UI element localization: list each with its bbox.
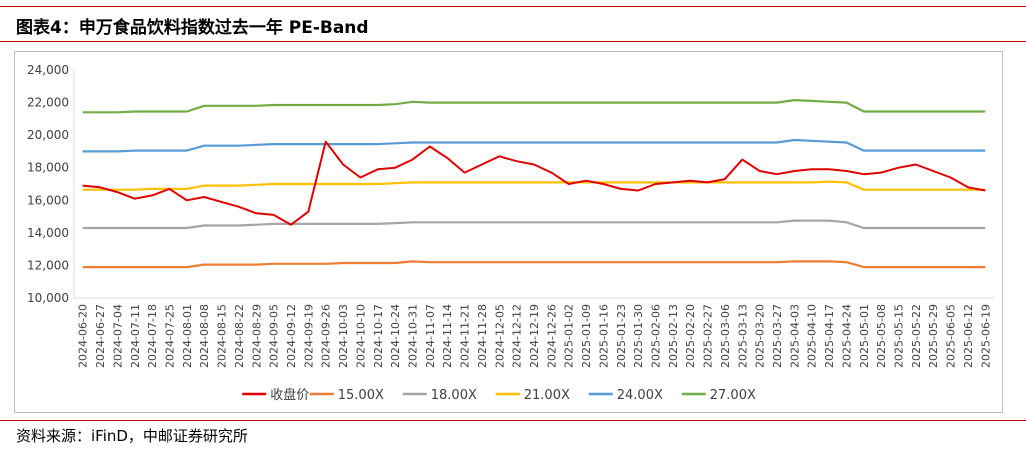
top-rule (0, 6, 1026, 7)
x-tick-label: 2024-10-17 (372, 304, 385, 368)
x-tick-label: 2024-08-29 (250, 304, 263, 368)
legend-label: 18.00X (431, 388, 477, 403)
x-tick-label: 2024-08-22 (233, 304, 246, 368)
x-tick-label: 2025-02-13 (667, 304, 680, 368)
x-tick-label: 2025-06-19 (979, 304, 992, 368)
x-tick-label: 2025-01-30 (632, 304, 645, 368)
x-tick-label: 2025-02-06 (650, 304, 663, 368)
legend-label: 15.00X (338, 388, 384, 403)
x-tick-label: 2024-11-28 (476, 304, 489, 368)
x-tick-label: 2025-04-10 (806, 304, 819, 368)
page-title: 图表4：申万食品饮料指数过去一年 PE-Band (16, 18, 369, 38)
x-tick-label: 2025-03-06 (719, 304, 732, 368)
x-tick-label: 2025-04-24 (840, 304, 853, 368)
x-tick-label: 2024-11-07 (424, 304, 437, 368)
title-bar: 图表4：申万食品饮料指数过去一年 PE-Band (0, 0, 1026, 40)
y-tick-label: 20,000 (27, 128, 69, 142)
x-tick-label: 2024-09-26 (320, 304, 333, 368)
series-line-15.00X (82, 260, 986, 269)
x-tick-label: 2024-08-01 (181, 304, 194, 368)
series-line-收盘价 (82, 140, 986, 226)
x-tick-label: 2024-10-10 (354, 304, 367, 368)
x-tick-label: 2024-07-11 (129, 304, 142, 368)
x-tick-label: 2025-04-03 (788, 304, 801, 368)
y-tick-label: 22,000 (27, 96, 69, 110)
x-tick-label: 2025-05-22 (910, 304, 923, 368)
pe-band-chart: 10,000 12,000 14,000 16,000 18,000 20,000 22,0… (27, 63, 994, 403)
x-tick-label: 2025-02-20 (684, 304, 697, 368)
legend-label: 收盘价 (270, 387, 309, 403)
legend-label: 27.00X (710, 388, 756, 403)
y-tick-label: 10,000 (27, 291, 69, 305)
title-rule (0, 41, 1026, 42)
series-line-24.00X (82, 138, 986, 153)
y-tick-label: 12,000 (27, 258, 69, 272)
x-tick-label: 2024-06-27 (94, 304, 107, 368)
series-line-18.00X (82, 219, 986, 230)
source-note: 资料来源：iFinD，中邮证券研究所 (16, 427, 248, 445)
y-tick-label: 16,000 (27, 193, 69, 207)
legend-label: 24.00X (617, 388, 663, 403)
x-tick-label: 2025-02-27 (702, 304, 715, 368)
x-tick-label: 2025-03-13 (736, 304, 749, 368)
y-tick-label: 14,000 (27, 226, 69, 240)
x-tick-label: 2025-04-17 (823, 304, 836, 368)
x-tick-label: 2025-05-15 (893, 304, 906, 368)
x-tick-label: 2024-09-19 (302, 304, 315, 368)
y-tick-label: 18,000 (27, 161, 69, 175)
x-tick-label: 2024-12-12 (511, 304, 524, 368)
chart-frame: 10,000 12,000 14,000 16,000 18,000 20,000 22,0… (14, 51, 1003, 413)
x-tick-label: 2024-10-24 (389, 304, 402, 368)
x-tick-label: 2025-05-08 (875, 304, 888, 368)
x-tick-label: 2024-12-19 (528, 304, 541, 368)
x-tick-label: 2025-01-23 (615, 304, 628, 368)
y-tick-label: 24,000 (27, 63, 69, 77)
x-tick-label: 2025-03-20 (754, 304, 767, 368)
series-line-27.00X (82, 98, 986, 114)
x-tick-label: 2025-01-02 (563, 304, 576, 368)
x-tick-label: 2024-07-18 (146, 304, 159, 368)
x-tick-label: 2024-11-21 (459, 304, 472, 368)
legend-label: 21.00X (524, 388, 570, 403)
x-tick-label: 2024-07-25 (163, 304, 176, 368)
x-tick-label: 2024-08-08 (198, 304, 211, 368)
footer-rule (0, 420, 1026, 421)
x-tick-label: 2024-11-14 (441, 304, 454, 368)
x-tick-label: 2024-09-12 (285, 304, 298, 368)
x-tick-label: 2024-08-15 (216, 304, 229, 368)
x-tick-label: 2024-09-05 (268, 304, 281, 368)
x-tick-label: 2025-01-09 (580, 304, 593, 368)
x-tick-label: 2025-06-05 (945, 304, 958, 368)
x-tick-label: 2024-10-03 (337, 304, 350, 368)
series-line-21.00X (82, 180, 986, 191)
x-tick-label: 2024-12-05 (493, 304, 506, 368)
x-tick-label: 2024-10-31 (406, 304, 419, 368)
x-tick-label: 2025-01-16 (597, 304, 610, 368)
x-tick-label: 2024-07-04 (111, 304, 124, 368)
x-tick-label: 2025-05-29 (927, 304, 940, 368)
x-tick-label: 2025-03-27 (771, 304, 784, 368)
x-tick-label: 2025-06-12 (962, 304, 975, 368)
x-tick-label: 2025-05-01 (858, 304, 871, 368)
x-tick-label: 2024-06-20 (77, 304, 90, 368)
x-tick-label: 2024-12-26 (545, 304, 558, 368)
